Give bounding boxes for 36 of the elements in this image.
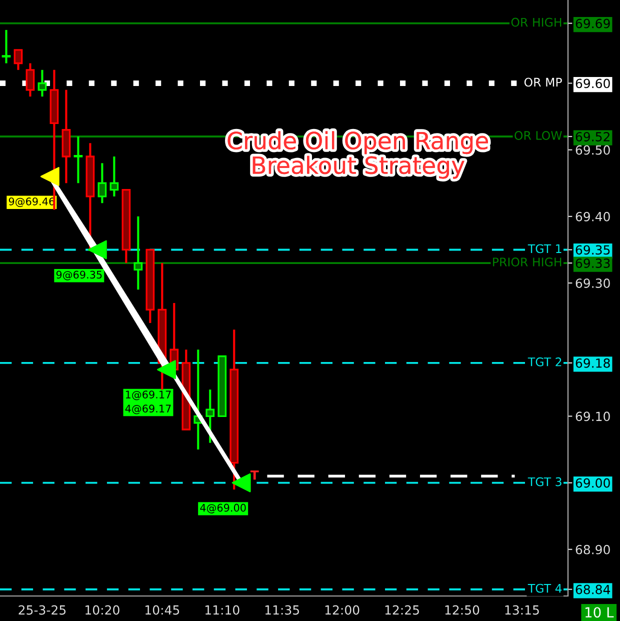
data-label: 9@69.35	[56, 270, 102, 280]
y-tick-label: 69.35	[576, 245, 610, 255]
x-tick-label: 12:25	[385, 605, 419, 615]
ref-line-label: TGT 4	[528, 584, 562, 593]
text: 10 L	[586, 607, 614, 618]
y-tick-label: 69.33	[576, 258, 610, 268]
x-tick-label: 12:50	[445, 605, 480, 615]
data-label: 1@69.17 4@69.17	[125, 390, 171, 414]
y-tick-label: 69.30	[576, 278, 610, 288]
y-tick-label: 69.60	[576, 78, 610, 88]
ref-line-label: OR MP	[524, 78, 562, 87]
x-tick-label: 12:00	[325, 605, 360, 615]
y-tick-label: 69.18	[576, 358, 610, 368]
y-tick-label: 69.52	[576, 132, 610, 142]
y-tick-label: 69.40	[576, 212, 610, 222]
text: Crude Oil Open Range Breakout Strategy	[228, 131, 488, 179]
x-tick-label: 10:45	[146, 605, 180, 615]
y-tick-label: 68.84	[576, 584, 610, 594]
ref-line-label: OR HIGH	[511, 18, 562, 27]
ref-line-label: TGT 1	[528, 244, 562, 254]
data-label: T	[250, 470, 259, 480]
y-tick-label: 69.00	[576, 478, 610, 488]
y-tick-label: 69.69	[576, 18, 610, 28]
x-tick-label: 11:35	[265, 605, 299, 615]
ref-line-label: TGT 3	[528, 477, 562, 486]
data-label: 4@69.00	[200, 504, 246, 514]
y-tick-label: 68.90	[576, 544, 610, 554]
x-tick-label: 10:20	[86, 605, 120, 615]
ref-line-label: PRIOR HIGH	[493, 258, 562, 266]
x-tick-label: 13:15	[505, 605, 539, 615]
ref-line-label: OR LOW	[514, 131, 562, 140]
x-tick-label: 25-3-25	[18, 605, 66, 615]
ref-line-label: TGT 2	[528, 357, 562, 366]
x-tick-label: 11:10	[205, 605, 240, 615]
y-tick-label: 69.50	[576, 145, 610, 155]
y-tick-label: 69.10	[576, 412, 610, 422]
